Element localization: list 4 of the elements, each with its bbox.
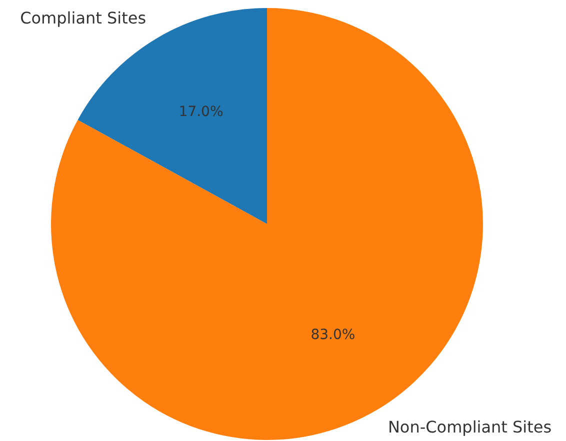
data-label: 83.0% xyxy=(310,327,356,344)
slice-label: Non-Compliant Sites xyxy=(388,418,552,437)
slice-label: Compliant Sites xyxy=(20,8,146,28)
data-label: 17.0% xyxy=(178,104,224,120)
